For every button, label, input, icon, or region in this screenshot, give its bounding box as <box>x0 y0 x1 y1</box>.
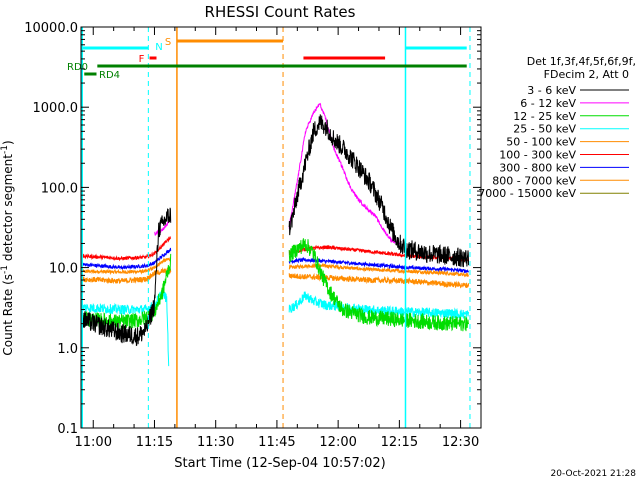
y-axis-label: Count Rate (s-1 detector segment-1) <box>0 140 15 355</box>
x-tick-label: 12:15 <box>381 435 418 450</box>
series-line-100-300-kev-seg0 <box>80 236 171 262</box>
legend-entry-label: 12 - 25 keV <box>513 110 576 123</box>
legend-entry-label: 50 - 100 keV <box>506 136 576 149</box>
series-line-12-25-kev-seg0 <box>80 253 172 331</box>
flag-label-s: S <box>165 37 171 48</box>
y-tick-label: 1000.0 <box>33 101 79 116</box>
legend-entry-label: 7000 - 15000 keV <box>478 187 576 200</box>
legend-entry-label: 800 - 7000 keV <box>492 174 576 187</box>
legend-entry-label: 3 - 6 keV <box>527 84 576 97</box>
y-tick-label: 10000.0 <box>24 21 78 36</box>
chart-title: RHESSI Count Rates <box>205 3 356 21</box>
x-tick-label: 11:30 <box>197 435 234 450</box>
legend-header-line-2: FDecim 2, Att 0 <box>544 68 629 81</box>
legend-entry-label: 300 - 800 keV <box>499 161 576 174</box>
series-line-800-7000-kev-seg1 <box>288 262 469 278</box>
legend: Det 1f,3f,4f,5f,6f,9f, FDecim 2, Att 0 3… <box>478 55 636 200</box>
plot-frame <box>80 26 482 429</box>
generation-timestamp: 20-Oct-2021 21:28 <box>551 469 637 479</box>
series-line-3-6-kev-seg0 <box>80 207 172 347</box>
y-tick-label: 1.0 <box>57 342 78 357</box>
y-tick-label: 100.0 <box>41 181 78 196</box>
y-tick-label: 10.0 <box>49 262 78 277</box>
series-line-300-800-kev-seg1 <box>288 256 470 274</box>
x-tick-label: 12:00 <box>319 435 356 450</box>
plot-area: N S F RD0 RD4 0.1 1.0 10.0 100.0 1000.0 10000.0 11:… <box>24 21 482 450</box>
x-tick-label: 11:00 <box>75 435 112 450</box>
flag-label-rd0: RD0 <box>67 62 88 73</box>
series-line-12-25-kev-seg1 <box>288 238 470 332</box>
flag-label-n: N <box>155 42 162 53</box>
flag-label-f: F <box>139 54 145 65</box>
y-tick-label: 0.1 <box>57 422 78 437</box>
series-line-300-800-kev-seg0 <box>80 247 172 271</box>
x-tick-label: 12:30 <box>442 435 479 450</box>
x-tick-label: 11:45 <box>258 435 295 450</box>
legend-header-line-1: Det 1f,3f,4f,5f,6f,9f, <box>527 55 636 68</box>
series-line-800-7000-kev-seg0 <box>80 257 172 276</box>
legend-entry-label: 6 - 12 keV <box>520 97 576 110</box>
series-line-3-6-kev-seg1 <box>288 114 470 268</box>
series-line-6-12-kev-seg1 <box>288 102 400 245</box>
flag-label-rd4: RD4 <box>99 70 120 81</box>
legend-entry-label: 25 - 50 keV <box>513 123 576 136</box>
series-line-50-100-kev-seg1 <box>288 272 470 289</box>
legend-entry-label: 100 - 300 keV <box>499 149 576 162</box>
x-tick-label: 11:15 <box>136 435 173 450</box>
series-line-6-12-kev-seg0 <box>154 217 172 236</box>
svg-text:Count Rate (s-1 detector segme: Count Rate (s-1 detector segment-1) <box>0 140 15 355</box>
x-axis-label: Start Time (12-Sep-04 10:57:02) <box>174 456 385 471</box>
